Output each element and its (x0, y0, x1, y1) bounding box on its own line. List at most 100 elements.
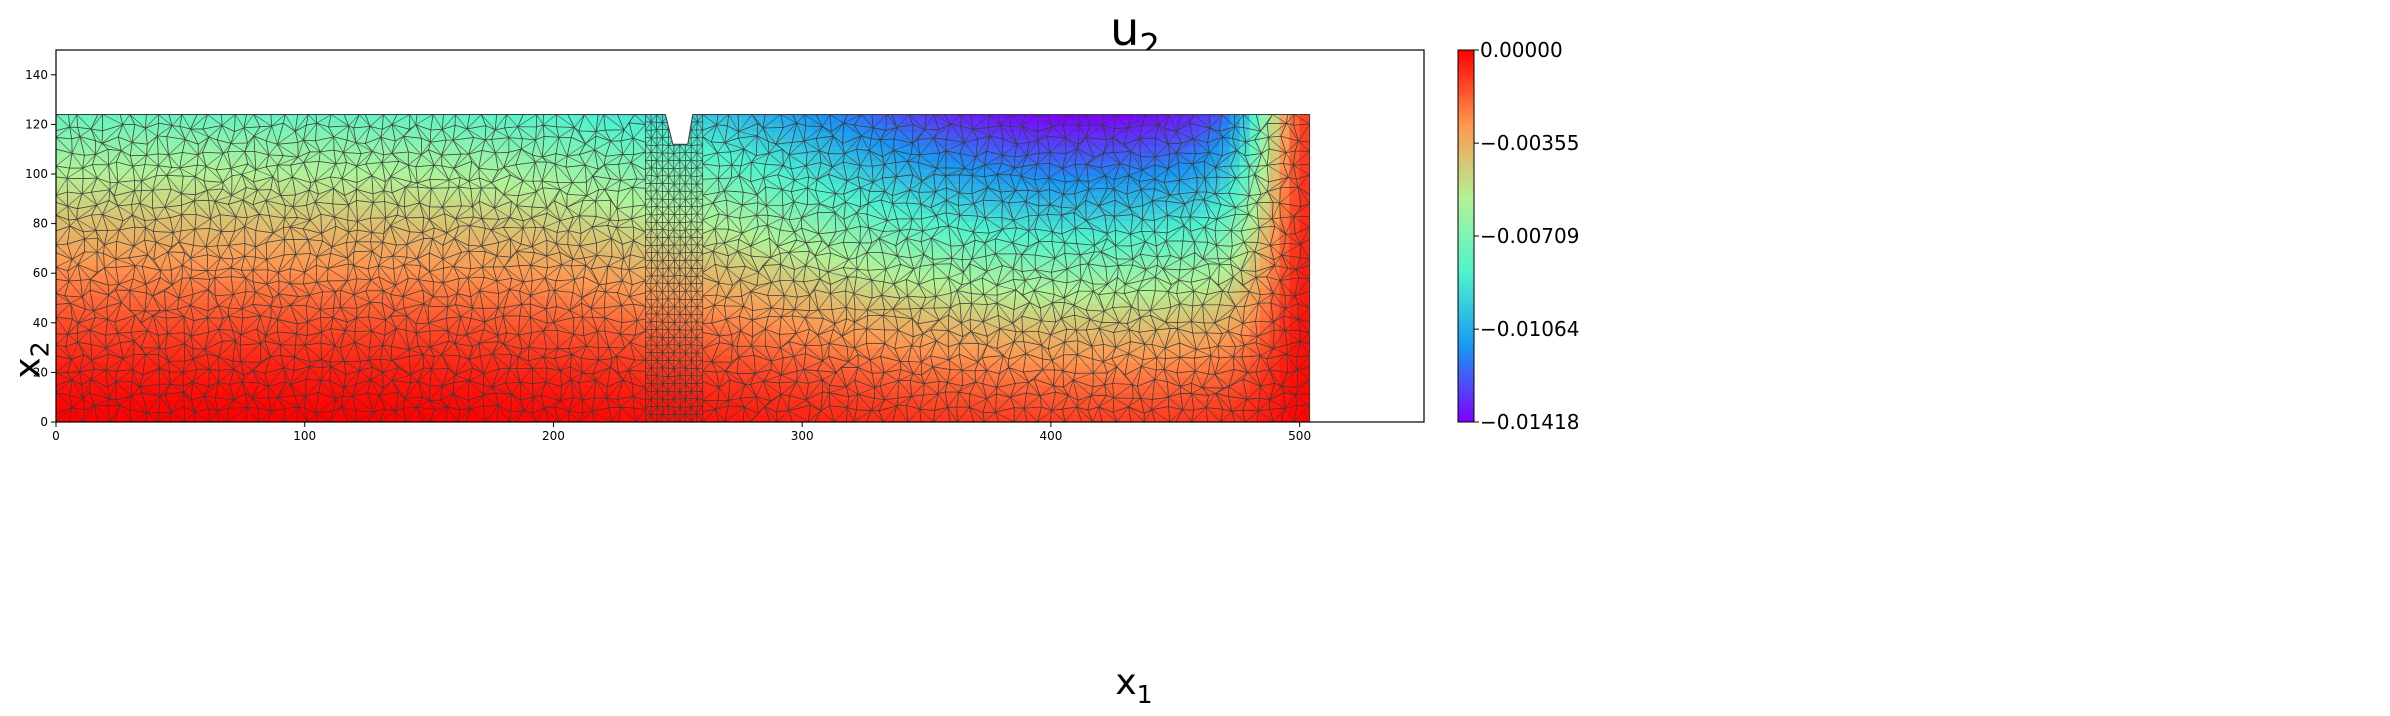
field-cell (75, 205, 87, 214)
field-cell (443, 295, 455, 304)
field-cell (135, 377, 146, 386)
field-cell (533, 213, 544, 222)
field-cell (961, 124, 972, 133)
field-cell (573, 176, 584, 185)
field-cell (1080, 369, 1092, 378)
field-cell (881, 138, 893, 148)
field-cell (324, 168, 335, 177)
field-cell (1000, 114, 1012, 118)
field-cell (622, 235, 634, 244)
field-cell (921, 220, 932, 229)
field-cell (642, 235, 654, 244)
field-cell (622, 362, 634, 371)
field-cell (204, 146, 216, 155)
field-cell (314, 399, 325, 408)
field-cell (1020, 191, 1032, 200)
field-cell (513, 243, 524, 252)
field-cell (602, 272, 614, 281)
field-cell (861, 265, 873, 274)
field-cell (553, 250, 564, 259)
field-cell (294, 265, 306, 274)
field-cell (523, 406, 534, 415)
field-cell (523, 369, 534, 378)
field-cell (453, 406, 465, 415)
field-cell (294, 384, 306, 393)
field-cell (612, 280, 624, 289)
field-cell (980, 339, 992, 348)
field-cell (602, 258, 614, 267)
field-cell (374, 414, 385, 422)
field-cell (503, 354, 514, 363)
field-cell (1120, 265, 1131, 274)
field-cell (185, 235, 196, 244)
field-cell (622, 369, 634, 378)
field-cell (453, 384, 465, 393)
field-cell (921, 205, 932, 214)
field-cell (1169, 354, 1181, 363)
field-cell (185, 205, 196, 214)
field-cell (125, 124, 136, 133)
field-cell (453, 250, 465, 259)
field-cell (125, 369, 136, 378)
field-cell (56, 369, 67, 378)
field-cell (732, 183, 743, 192)
field-cell (334, 347, 345, 356)
field-cell (274, 198, 286, 207)
field-cell (374, 332, 385, 341)
field-cell (831, 146, 843, 155)
field-cell (1080, 161, 1092, 170)
field-cell (194, 324, 206, 334)
field-cell (1060, 198, 1072, 207)
field-cell (1130, 332, 1141, 341)
field-cell (553, 213, 564, 222)
field-cell (1130, 384, 1141, 393)
field-cell (125, 280, 136, 289)
field-cell (851, 302, 863, 311)
field-cell (533, 235, 544, 244)
field-cell (1100, 406, 1111, 415)
field-cell (254, 347, 266, 356)
field-cell (403, 391, 415, 400)
field-cell (861, 377, 873, 386)
field-cell (453, 198, 465, 207)
field-cell (1169, 272, 1181, 281)
field-cell (971, 272, 982, 281)
field-cell (1229, 310, 1241, 319)
field-cell (612, 250, 624, 259)
field-cell (1219, 272, 1231, 281)
field-cell (364, 114, 375, 118)
field-cell (642, 362, 654, 371)
field-cell (622, 243, 634, 252)
field-cell (135, 183, 146, 192)
field-cell (473, 310, 485, 319)
field-cell (1000, 399, 1012, 408)
field-cell (801, 384, 813, 393)
field-cell (254, 302, 266, 311)
field-cell (165, 317, 176, 326)
field-cell (115, 377, 126, 386)
field-cell (483, 332, 495, 341)
field-cell (563, 369, 574, 378)
field-cell (1050, 332, 1062, 341)
field-cell (85, 235, 97, 244)
field-cell (931, 332, 942, 341)
field-cell (791, 114, 803, 118)
field-cell (1090, 258, 1101, 267)
field-cell (1179, 339, 1191, 348)
field-cell (553, 258, 564, 267)
field-cell (1169, 146, 1181, 155)
field-cell (732, 265, 743, 274)
field-cell (881, 332, 893, 341)
field-cell (324, 213, 335, 222)
field-cell (871, 205, 883, 214)
field-cell (1030, 258, 1042, 267)
field-cell (145, 191, 156, 200)
field-cell (1140, 272, 1151, 281)
field-cell (433, 384, 445, 393)
field-cell (563, 347, 574, 356)
field-cell (573, 131, 584, 140)
field-cell (971, 183, 982, 192)
field-cell (622, 183, 634, 192)
field-cell (543, 391, 554, 400)
field-cell (403, 168, 415, 177)
